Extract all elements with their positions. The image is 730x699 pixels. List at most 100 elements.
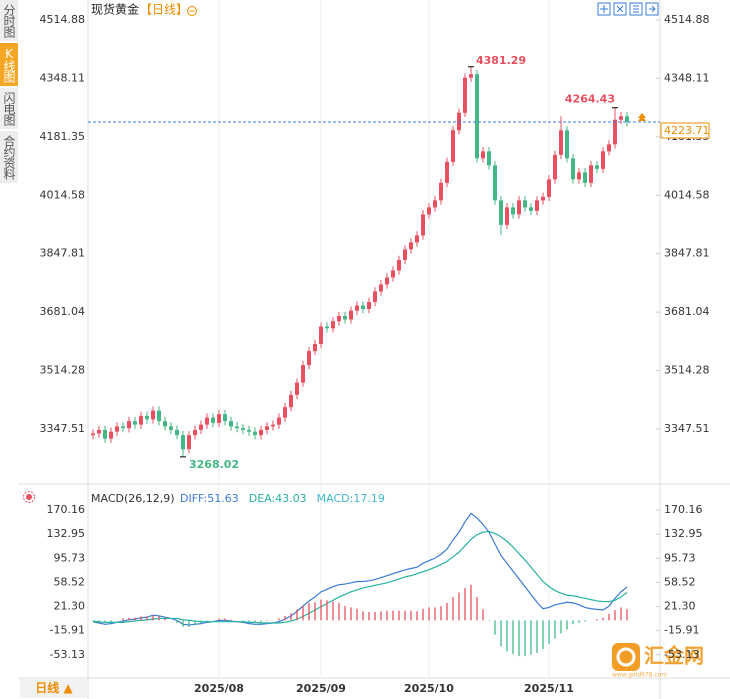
candle-body: [475, 74, 479, 159]
y-tick-label: 21.30: [664, 600, 696, 613]
x-tick-label: 2025/10: [404, 682, 454, 695]
y-tick-label: 3347.51: [664, 422, 710, 435]
candle-body: [385, 277, 389, 285]
legend-entry: MACD:17.19: [317, 492, 385, 505]
y-tick-label: 58.52: [664, 575, 696, 588]
candle-body: [163, 421, 167, 427]
candle-body: [115, 426, 119, 432]
tab[interactable]: K线图: [0, 43, 18, 86]
candle-body: [247, 429, 251, 432]
candle-body: [565, 130, 569, 159]
macd-line: [92, 530, 628, 624]
candle-body: [97, 429, 101, 434]
watermark-name: 汇金网: [644, 644, 704, 668]
candle-body: [601, 151, 605, 169]
period-label[interactable]: 【日线】: [140, 3, 188, 17]
extreme-label: 3268.02: [189, 458, 239, 471]
y-tick-label: 3514.28: [40, 364, 86, 377]
candle-body: [103, 429, 107, 439]
y-tick-label: 4014.58: [40, 188, 86, 201]
last-price-arrow: [638, 112, 646, 121]
candle-body: [481, 151, 485, 159]
candle-body: [325, 326, 329, 329]
candle-body: [133, 421, 137, 425]
candle-body: [301, 365, 305, 383]
y-tick-label: 21.30: [54, 600, 86, 613]
toolbar[interactable]: [597, 2, 659, 16]
candle-body: [439, 182, 443, 201]
candle-body: [391, 270, 395, 278]
candle-body: [559, 130, 563, 155]
tab[interactable]: 分时图: [0, 0, 18, 41]
candle-body: [625, 116, 629, 122]
candle-body: [553, 154, 557, 180]
y-tick-label: 4181.35: [40, 130, 86, 143]
candle-body: [217, 414, 221, 423]
candle-body: [187, 435, 191, 450]
candle-body: [253, 431, 257, 436]
zoom-icon[interactable]: [187, 6, 197, 16]
candle-body: [403, 249, 407, 260]
indicator-title: MACD(26,12,9): [91, 492, 175, 505]
candle-body: [517, 200, 521, 215]
y-tick-label: 3681.04: [40, 305, 86, 318]
y-tick-label: 3847.81: [664, 247, 710, 260]
candle-body: [583, 172, 587, 183]
y-tick-label: 132.95: [47, 527, 86, 540]
candle-body: [427, 207, 431, 215]
candle-body: [367, 301, 371, 310]
y-tick-label: 4348.11: [40, 71, 86, 84]
candle-body: [127, 421, 131, 429]
y-tick-label: -15.91: [664, 624, 699, 637]
tab[interactable]: 合约资料: [0, 131, 18, 183]
candle-body: [595, 165, 599, 169]
y-tick-label: 3847.81: [40, 247, 86, 260]
y-tick-label: 4514.88: [664, 13, 710, 26]
tab[interactable]: 闪电图: [0, 88, 18, 129]
candle-body: [415, 235, 419, 243]
x-tick-label: 2025/09: [296, 682, 346, 695]
candle-body: [487, 151, 491, 166]
y-tick-label: 3681.04: [664, 305, 710, 318]
extreme-label: 4264.43: [565, 93, 615, 106]
macd-icon[interactable]: [23, 491, 35, 503]
y-tick-label: -53.13: [664, 648, 699, 661]
candle-body: [199, 424, 203, 430]
candle-body: [157, 410, 161, 422]
period-button[interactable]: 日线 ▲: [20, 679, 88, 698]
candle-body: [379, 284, 383, 292]
candle-body: [265, 426, 269, 430]
y-tick-label: -53.13: [50, 648, 85, 661]
candle-body: [145, 415, 149, 420]
candle-body: [175, 429, 179, 436]
candle-body: [511, 207, 515, 215]
candle-body: [277, 417, 281, 425]
candle-body: [445, 161, 449, 183]
candle-body: [541, 196, 545, 201]
candle-body: [469, 74, 473, 78]
candle-body: [535, 200, 539, 211]
candle-body: [211, 417, 215, 423]
candle-body: [577, 172, 581, 180]
legend-entry: DEA:43.03: [249, 492, 307, 505]
candle-body: [361, 305, 365, 310]
candle-body: [349, 310, 353, 320]
candle-body: [613, 119, 617, 145]
y-tick-label: 3514.28: [664, 364, 710, 377]
candle-body: [169, 426, 173, 430]
y-tick-label: 4014.58: [664, 188, 710, 201]
candle-body: [529, 207, 533, 211]
candle-body: [505, 207, 509, 225]
candle-body: [523, 200, 527, 208]
candle-body: [121, 426, 125, 429]
watermark-url: www.gold678.com: [612, 672, 667, 679]
candle-body: [289, 394, 293, 408]
candle-body: [319, 326, 323, 345]
candle-body: [463, 77, 467, 113]
y-tick-label: 170.16: [47, 503, 86, 516]
legend-entry: DIFF:51.63: [180, 492, 239, 505]
candle-body: [271, 424, 275, 427]
candle-body: [193, 429, 197, 436]
y-tick-label: -15.91: [50, 624, 85, 637]
